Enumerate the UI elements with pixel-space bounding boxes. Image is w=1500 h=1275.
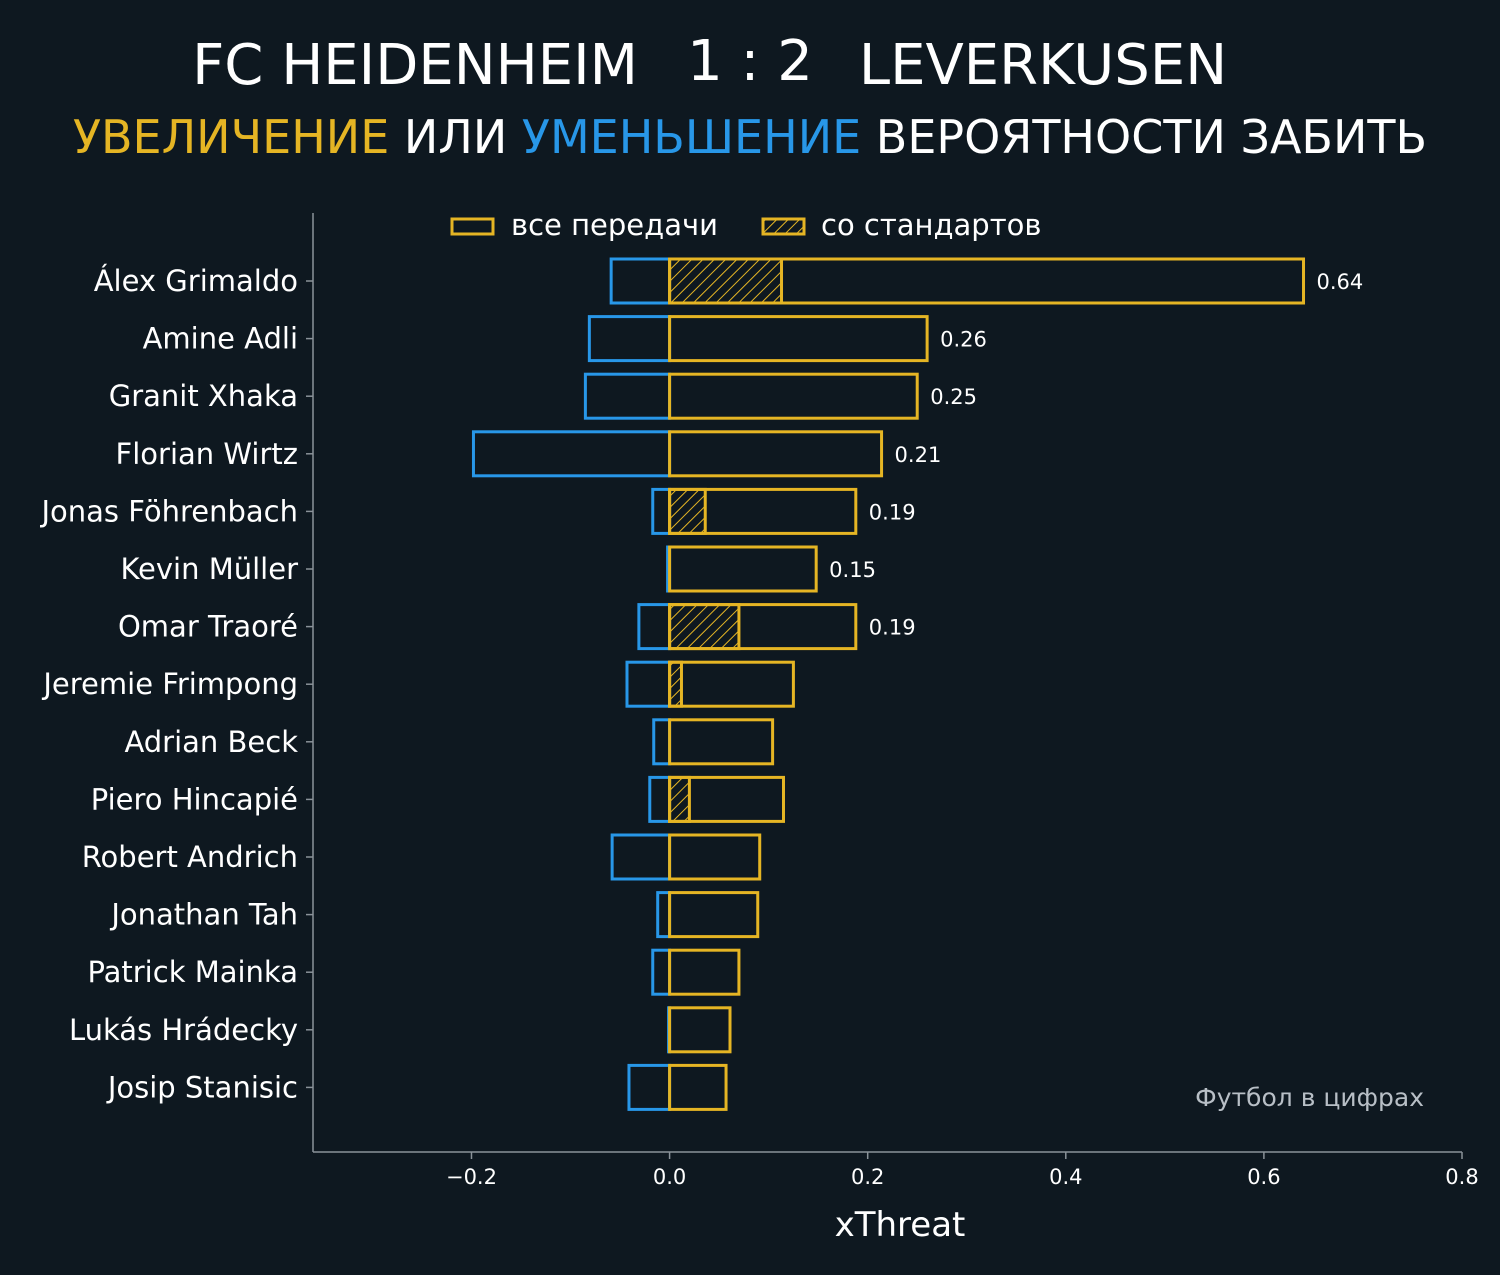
player-label: Florian Wirtz: [116, 437, 298, 471]
bar-all-passes: [668, 948, 741, 996]
bar-negative: [651, 948, 672, 996]
x-ticks: −0.2 0.0 0.2 0.4 0.6 0.8: [446, 1152, 1479, 1189]
bar-all-passes: [668, 603, 858, 651]
subtitle: УВЕЛИЧЕНИЕ ИЛИ УМЕНЬШЕНИЕ ВЕРОЯТНОСТИ ЗА…: [73, 110, 1427, 164]
player-label: Granit Xhaka: [109, 379, 298, 413]
legend-label-all-passes: все передачи: [511, 208, 718, 242]
bar-all-passes: [668, 833, 762, 881]
x-tick-label: 0.8: [1445, 1165, 1478, 1189]
player-label: Robert Andrich: [82, 840, 298, 874]
bar-negative: [587, 315, 672, 363]
bar-all-passes: [668, 315, 929, 363]
bar-negative: [651, 487, 672, 535]
bar-negative: [656, 891, 672, 939]
bar-all-passes: [668, 891, 760, 939]
x-tick-label: 0.0: [653, 1165, 686, 1189]
subtitle-increase: УВЕЛИЧЕНИЕ: [73, 110, 389, 164]
bar-value-label: 0.26: [940, 328, 987, 352]
subtitle-rest: ВЕРОЯТНОСТИ ЗАБИТЬ: [861, 110, 1427, 164]
player-label: Adrian Beck: [124, 725, 298, 759]
bar-set-pieces: [668, 660, 683, 708]
x-tick-label: −0.2: [446, 1165, 497, 1189]
title-score: 1 : 2: [687, 29, 813, 94]
bar-all-passes: [668, 1063, 728, 1111]
bar-value-label: 0.21: [895, 443, 942, 467]
x-tick-label: 0.4: [1049, 1165, 1082, 1189]
bar-all-passes: [668, 487, 858, 535]
bar-negative: [583, 372, 672, 420]
bar-set-pieces: [668, 603, 741, 651]
bar-all-passes: [668, 718, 775, 766]
y-tick-labels: Álex Grimaldo Amine Adli Granit Xhaka Flori…: [39, 264, 313, 1104]
player-label: Omar Traoré: [118, 610, 298, 644]
legend-swatch-set-pieces: [761, 217, 806, 236]
player-label: Josip Stanisic: [106, 1070, 298, 1104]
bar-all-passes: [668, 430, 884, 478]
bar-value-label: 0.19: [869, 616, 916, 640]
x-tick-label: 0.2: [851, 1165, 884, 1189]
bar-all-passes: [668, 372, 919, 420]
legend-swatch-all-passes: [450, 217, 495, 236]
x-axis-title: xThreat: [835, 1205, 966, 1245]
title-away-team: LEVERKUSEN: [859, 33, 1227, 98]
bar-value-label: 0.15: [829, 558, 876, 582]
player-label: Álex Grimaldo: [94, 264, 298, 298]
player-label: Amine Adli: [143, 322, 298, 356]
bars-group: 0.64 0.26 0.25 0.21 0.19 0.15 0.19: [471, 257, 1364, 1111]
player-label: Jeremie Frimpong: [41, 667, 298, 701]
subtitle-or: ИЛИ: [389, 110, 522, 164]
subtitle-decrease: УМЕНЬШЕНИЕ: [522, 110, 861, 164]
bar-all-passes: [668, 1006, 732, 1054]
player-label: Jonas Föhrenbach: [39, 494, 298, 528]
x-tick-label: 0.6: [1247, 1165, 1280, 1189]
bar-negative: [610, 833, 672, 881]
legend-label-set-pieces: со стандартов: [821, 208, 1041, 242]
bar-negative: [627, 1063, 672, 1111]
bar-negative: [637, 603, 672, 651]
bar-value-label: 0.64: [1317, 270, 1364, 294]
bar-set-pieces: [668, 257, 784, 305]
bar-all-passes: [668, 660, 795, 708]
bar-value-label: 0.19: [869, 500, 916, 524]
player-label: Jonathan Tah: [109, 898, 298, 932]
player-label: Lukás Hrádecky: [69, 1013, 298, 1047]
bar-negative: [609, 257, 672, 305]
legend: все передачи со стандартов: [450, 208, 1041, 242]
bar-negative: [648, 775, 672, 823]
bar-all-passes: [668, 257, 1306, 305]
bar-set-pieces: [668, 775, 691, 823]
bar-negative: [625, 660, 672, 708]
bar-set-pieces: [668, 487, 707, 535]
player-label: Piero Hincapié: [91, 782, 298, 816]
bar-negative: [471, 430, 672, 478]
title-home-team: FC HEIDENHEIM: [192, 33, 638, 98]
bar-negative: [652, 718, 672, 766]
player-label: Kevin Müller: [120, 552, 298, 586]
player-label: Patrick Mainka: [87, 955, 298, 989]
bar-all-passes: [668, 545, 818, 593]
credit-text: Футбол в цифрах: [1195, 1083, 1424, 1112]
bar-all-passes: [668, 775, 785, 823]
bar-value-label: 0.25: [930, 385, 977, 409]
